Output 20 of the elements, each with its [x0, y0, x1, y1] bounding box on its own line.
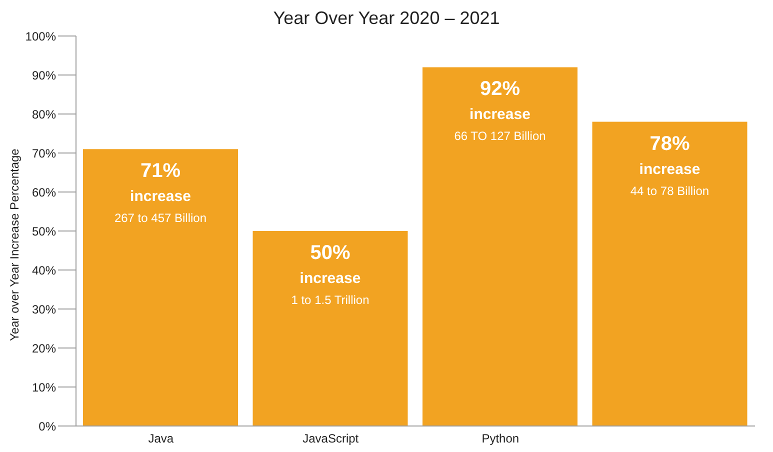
x-tick-label: Java	[148, 432, 174, 446]
y-axis-title: Year over Year Increase Percentage	[7, 148, 22, 341]
data-label: 92% increase 66 TO 127 Billion	[454, 78, 546, 144]
data-label: 71% increase 267 to 457 Billion	[114, 160, 207, 226]
data-label: 78% increase 44 to 78 Billion	[630, 132, 710, 198]
y-tick-label: 20%	[32, 341, 56, 356]
x-tick-label: Python	[482, 432, 520, 446]
y-tick-label: 90%	[32, 68, 56, 82]
chart-title: Year Over Year 2020 – 2021	[272, 8, 501, 30]
y-tick-label: 40%	[32, 263, 56, 278]
y-tick-label: 30%	[32, 302, 56, 316]
y-tick-label: 50%	[32, 224, 56, 238]
x-tick-label: JavaScript	[302, 432, 360, 446]
y-tick-label: 0%	[38, 419, 56, 434]
y-tick-label: 10%	[32, 380, 56, 394]
y-tick-label: 60%	[32, 185, 56, 200]
y-tick-label: 100%	[25, 29, 56, 44]
y-tick-label: 70%	[32, 146, 56, 160]
data-label: 50% increase 1 to 1.5 Trillion	[291, 242, 370, 307]
y-tick-label: 80%	[32, 107, 56, 122]
